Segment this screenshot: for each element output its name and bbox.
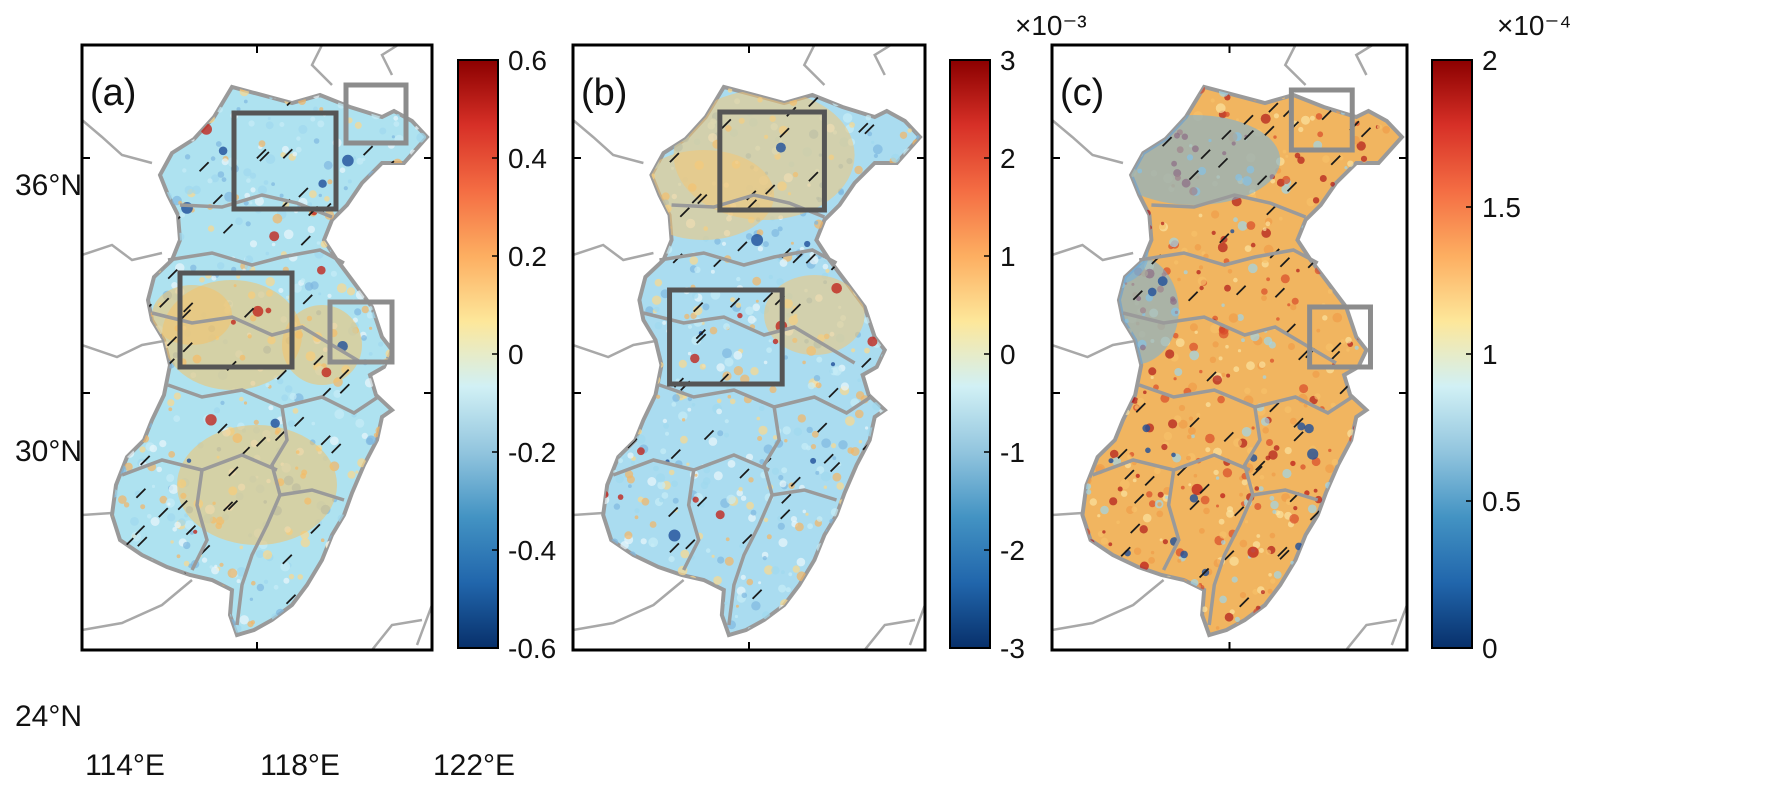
- province-boundary: [1151, 193, 1307, 219]
- admin-border-line: [82, 511, 113, 517]
- colorbar: 3 2 1 0 -1 -2 -3 ×10⁻³: [949, 10, 1087, 664]
- admin-border-line: [82, 339, 165, 359]
- colorbar-tick-label: 2: [1000, 143, 1016, 174]
- admin-border-line: [371, 618, 423, 650]
- admin-border-line: [310, 45, 333, 86]
- province-boundary: [167, 248, 345, 267]
- admin-border-line: [82, 579, 193, 632]
- colorbar-tick-label: -3: [1000, 633, 1025, 664]
- admin-border-line: [1283, 45, 1307, 86]
- admin-border-line: [1345, 618, 1398, 650]
- province-boundary: [682, 469, 701, 571]
- province-boundary: [190, 469, 209, 571]
- colorbar-tick-label: -0.6: [508, 633, 556, 664]
- x-tick-118e: 118°E: [260, 749, 340, 782]
- admin-border-line: [573, 511, 604, 517]
- province-boundary: [235, 406, 289, 626]
- panel-label: (c): [1060, 72, 1104, 114]
- admin-border-line: [1390, 604, 1407, 646]
- panel-c: (c) 2 1.5 1 0.5 0 ×10⁻⁴: [1050, 10, 1571, 664]
- colorbar-tick-label: 0.2: [508, 241, 547, 272]
- province-boundary: [1138, 248, 1319, 267]
- admin-border-line: [380, 45, 399, 76]
- colorbar-tick-label: -0.2: [508, 437, 556, 468]
- colorbar-gradient: [949, 59, 991, 649]
- colorbar-tick-label: 3: [1000, 45, 1016, 76]
- colorbar-tick-label: 0: [1482, 633, 1498, 664]
- admin-border-line: [82, 243, 163, 262]
- panel-b: (b) 3 2 1 0 -1 -2 -3 ×10⁻³: [571, 10, 1087, 664]
- highlight-box-shandong-peninsula: [343, 82, 409, 146]
- admin-border-line: [873, 45, 892, 76]
- admin-border-line: [573, 119, 644, 165]
- highlight-box-central-west: [667, 287, 785, 387]
- admin-border-line: [1052, 243, 1134, 262]
- colorbar-tick-label: -0.4: [508, 535, 556, 566]
- admin-border-line: [573, 243, 654, 262]
- panels-group: (a) 0.6 0.4 0.2 0 -0.2 -0.4 -0.6 (b) 3 2 1 0 -1 -2 -3 ×1…: [80, 10, 1571, 664]
- colorbar-tick-label: 0.5: [1482, 486, 1521, 517]
- province-boundary: [1252, 488, 1319, 502]
- admin-border-line: [573, 339, 656, 359]
- colorbar: 0.6 0.4 0.2 0 -0.2 -0.4 -0.6: [457, 45, 556, 664]
- colorbar-gradient: [457, 59, 499, 649]
- province-boundary: [279, 488, 345, 502]
- province-boundary: [771, 488, 838, 502]
- colorbar-tick-label: 1: [1482, 339, 1498, 370]
- province-boundary: [659, 248, 838, 267]
- highlight-box-shandong-peninsula: [1288, 87, 1355, 153]
- colorbar-tick-label: -2: [1000, 535, 1025, 566]
- highlight-box-central-west: [177, 270, 295, 370]
- y-tick-36n: 36°N: [15, 169, 82, 202]
- province-boundary: [727, 406, 781, 626]
- colorbar-gradient: [1431, 59, 1473, 649]
- colorbar-tick-label: 1.5: [1482, 192, 1521, 223]
- province-boundary: [1122, 311, 1337, 365]
- admin-border-line: [1354, 45, 1374, 76]
- colorbar-multiplier: ×10⁻³: [1015, 10, 1087, 41]
- admin-border-line: [573, 579, 685, 632]
- panel-a: (a) 0.6 0.4 0.2 0 -0.2 -0.4 -0.6: [80, 43, 556, 664]
- highlight-box-yangtze-delta: [1307, 304, 1373, 370]
- colorbar-tick-label: 0.4: [508, 143, 547, 174]
- panel-label: (b): [581, 72, 627, 114]
- province-boundary: [642, 311, 856, 365]
- y-tick-24n: 24°N: [15, 700, 82, 733]
- colorbar-tick-label: 1: [1000, 241, 1016, 272]
- colorbar-multiplier: ×10⁻⁴: [1497, 10, 1571, 41]
- colorbar-tick-label: 0: [1000, 339, 1016, 370]
- admin-border-line: [802, 45, 826, 86]
- admin-border-line: [863, 618, 916, 650]
- colorbar: 2 1.5 1 0.5 0 ×10⁻⁴: [1431, 10, 1571, 664]
- highlight-box-yangtze-delta: [327, 299, 395, 365]
- admin-border-line: [1052, 339, 1136, 359]
- colorbar-tick-label: 2: [1482, 45, 1498, 76]
- panel-label: (a): [90, 72, 136, 114]
- highlight-box-north-central: [717, 109, 827, 213]
- y-tick-30n: 30°N: [15, 435, 82, 468]
- admin-border-line: [1052, 579, 1165, 632]
- admin-border-line: [1052, 511, 1083, 517]
- admin-border-line: [1052, 119, 1124, 165]
- colorbar-tick-label: -1: [1000, 437, 1025, 468]
- admin-border-line: [908, 604, 925, 646]
- province-boundary: [1162, 469, 1181, 571]
- x-tick-114e: 114°E: [85, 749, 165, 782]
- colorbar-tick-label: 0: [508, 339, 524, 370]
- admin-border-line: [415, 604, 432, 646]
- highlight-box-north-central: [231, 110, 339, 212]
- admin-border-line: [82, 119, 153, 165]
- colorbar-tick-label: 0.6: [508, 45, 547, 76]
- map-content: [573, 45, 925, 650]
- x-tick-122e: 122°E: [433, 749, 515, 782]
- province-boundary: [1207, 406, 1262, 626]
